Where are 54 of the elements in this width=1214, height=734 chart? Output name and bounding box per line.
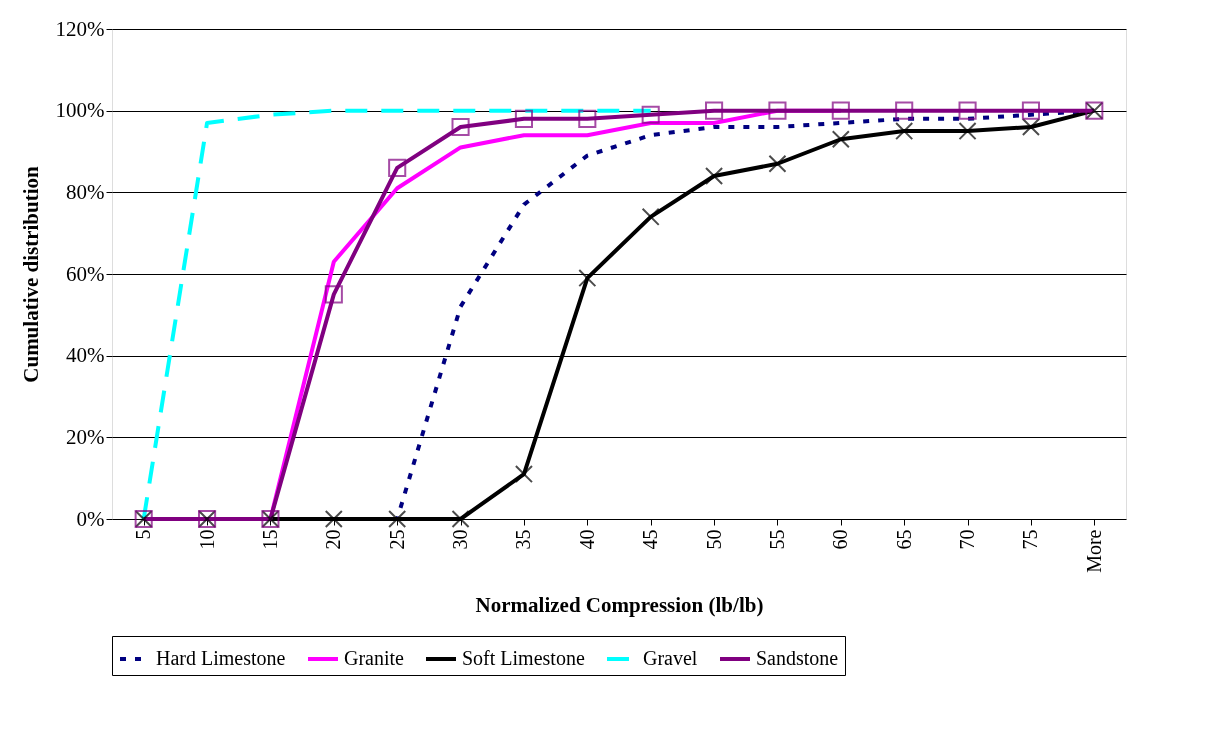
point (388, 509, 407, 529)
point (324, 509, 343, 529)
legend-label: Soft Limestone (462, 647, 585, 669)
legend-label: Hard Limestone (156, 647, 286, 669)
x-tick-label: 50 (702, 529, 725, 550)
point (324, 285, 343, 304)
point (831, 130, 850, 149)
point (451, 117, 470, 137)
point (451, 509, 470, 529)
y-axis-title: Cumulative distribution (18, 165, 43, 383)
point (641, 207, 660, 226)
y-tick-label: 0% (76, 506, 105, 531)
x-tick-label: More (1082, 529, 1105, 573)
y-tick-label: 120% (55, 16, 105, 41)
legend-label: Sandstone (756, 647, 839, 669)
point (641, 105, 660, 124)
point (895, 101, 914, 120)
x-tick-label: 75 (1019, 529, 1042, 550)
point (831, 101, 850, 120)
legend-label: Granite (344, 647, 405, 669)
x-tick-label: 45 (639, 529, 662, 550)
point (578, 269, 597, 288)
x-tick-label: 60 (829, 529, 852, 550)
point (705, 166, 724, 186)
x-axis-title: Normalized Compression (lb/lb) (475, 592, 764, 617)
x-tick-label: 35 (512, 529, 535, 550)
point (958, 101, 977, 120)
x-tick-label: 25 (385, 529, 408, 550)
x-tick-label: 15 (258, 529, 281, 550)
x-tick-label: 5 (132, 529, 155, 540)
x-tick-label: 20 (322, 529, 345, 550)
x-tick-label: 65 (892, 529, 915, 550)
x-tick-label: 30 (449, 529, 472, 550)
x-tick-label: 10 (195, 529, 218, 550)
point (768, 101, 787, 120)
x-tick-label: 40 (575, 529, 598, 550)
point (895, 122, 914, 141)
y-tick-label: 60% (66, 261, 105, 286)
point (514, 109, 533, 128)
y-tick-label: 100% (55, 98, 105, 123)
point (705, 101, 724, 120)
point (514, 465, 533, 484)
y-tick-label: 20% (66, 424, 105, 449)
y-tick-label: 40% (66, 343, 105, 368)
point (958, 122, 977, 141)
x-tick-label: 55 (765, 529, 788, 550)
legend-label: Gravel (643, 647, 698, 669)
y-tick-label: 80% (66, 179, 105, 204)
point (768, 154, 787, 173)
point (578, 109, 597, 128)
point (1021, 101, 1040, 120)
x-tick-label: 70 (956, 529, 979, 550)
point (388, 158, 407, 177)
point (1021, 117, 1040, 137)
